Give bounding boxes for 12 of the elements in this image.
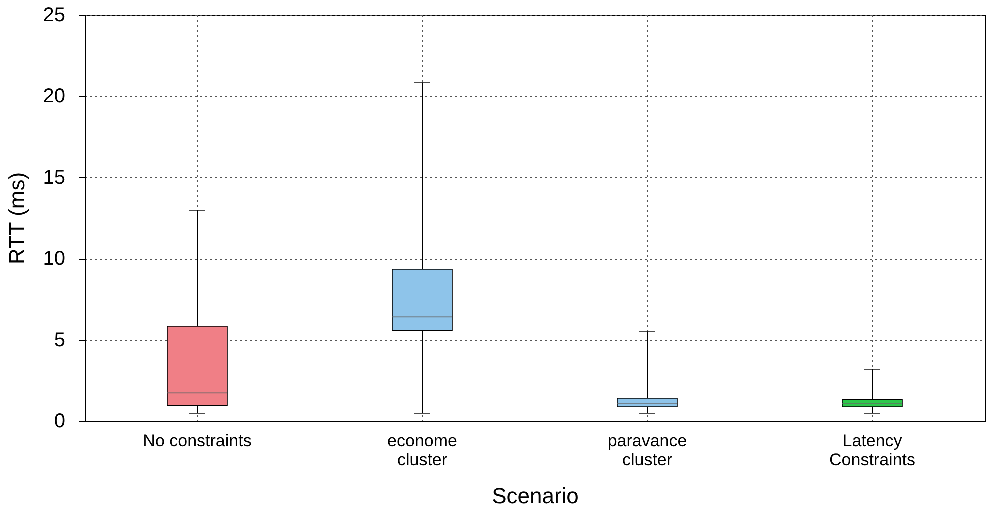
x-tick-label: Latency Constraints <box>830 432 916 470</box>
y-tick-label: 25 <box>43 4 66 26</box>
x-tick-label: paravance cluster <box>608 432 688 470</box>
y-tick-label: 5 <box>54 329 66 352</box>
x-axis-title: Scenario <box>492 484 579 508</box>
y-axis-title: RTT (ms) <box>4 172 30 265</box>
x-tick-label: No constraints <box>143 432 252 450</box>
y-tick-label: 0 <box>54 410 66 432</box>
y-tick-label: 15 <box>43 166 66 189</box>
x-tick-label: econome cluster <box>388 432 458 470</box>
y-tick-label: 20 <box>43 86 66 108</box>
y-tick-label: 10 <box>43 248 66 270</box>
